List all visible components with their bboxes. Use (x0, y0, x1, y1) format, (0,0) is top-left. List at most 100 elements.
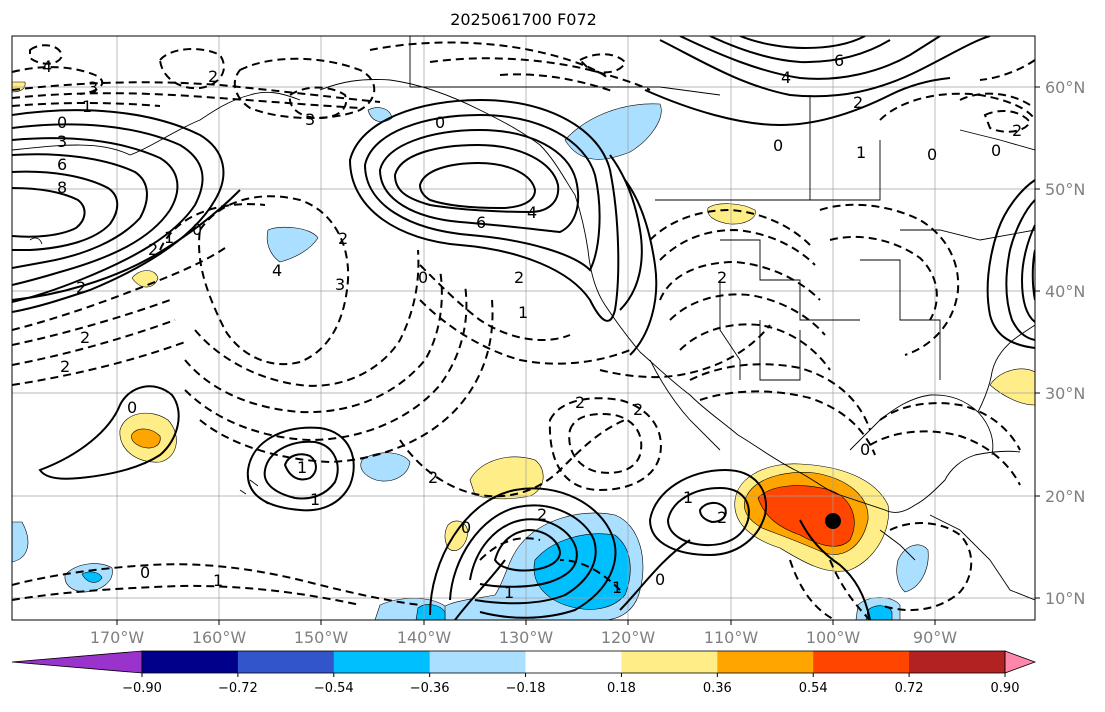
contour-label: 0 (435, 113, 445, 132)
colorbar-tick-label: 0.36 (703, 681, 732, 696)
negative-contours (12, 41, 1035, 620)
colorbar-extension-high (1004, 650, 1037, 674)
colorbar-extension-low (11, 650, 143, 674)
longitude-labels: 170°W 160°W 150°W 140°W 130°W 120°W 110°… (90, 620, 957, 647)
colorbar-segment (237, 651, 335, 673)
negative-region (564, 103, 662, 160)
positive-region (444, 520, 469, 551)
contour-label: 1 (164, 228, 174, 247)
contour-label: 1 (504, 583, 514, 602)
contour-label: 1 (612, 578, 622, 597)
lon-label: 170°W (90, 628, 145, 647)
contour-label: 0 (773, 136, 783, 155)
contour-label: 2 (1012, 121, 1022, 140)
colorbar-tick-label: −0.72 (218, 681, 258, 696)
positive-region (707, 203, 756, 225)
latitude-labels: 60°N 50°N 40°N 30°N 20°N 10°N (1035, 78, 1085, 608)
colorbar-segment (621, 651, 718, 673)
contour-label: 8 (57, 178, 67, 197)
positive-region-inner (131, 428, 161, 449)
lon-label: 150°W (294, 628, 349, 647)
colorbar-segment (429, 651, 527, 673)
lat-label: 60°N (1045, 78, 1085, 97)
contour-label: 0 (140, 563, 150, 582)
lat-label: 30°N (1045, 384, 1085, 403)
colorbar-outline (141, 650, 1006, 674)
colorbar-tick-label: 0.54 (799, 681, 828, 696)
lon-label: 140°W (397, 628, 452, 647)
contour-label: 2 (148, 240, 158, 259)
contour-label: 4 (42, 57, 52, 76)
contour-label: 6 (476, 213, 486, 232)
storm-center-marker (825, 513, 841, 529)
lat-label: 10°N (1045, 589, 1085, 608)
colorbar-tick-label: −0.54 (314, 681, 354, 696)
positive-region-core (757, 485, 855, 547)
lon-label: 100°W (806, 628, 861, 647)
contour-label: 2 (80, 328, 90, 347)
contour-label: 1 (856, 143, 866, 162)
contour-label: 3 (88, 78, 98, 97)
contour-label: 3 (57, 132, 67, 151)
contour-label: 2 (514, 268, 524, 287)
colorbar-segment (333, 651, 431, 673)
zero-contours (454, 519, 871, 620)
colorbar-segment (717, 651, 814, 673)
lat-label: 50°N (1045, 180, 1085, 199)
contour-label: 0 (418, 268, 428, 287)
contour-label: 2 (338, 229, 348, 248)
contour-label: 2 (428, 468, 438, 487)
colorbar-segment (909, 651, 1006, 673)
contour-label: 3 (305, 110, 315, 129)
negative-region-inner (81, 571, 103, 583)
plot-frame (11, 35, 1036, 621)
contour-labels: 4 3 1 0 3 6 8 2 2 0 3 6 4 2 1 2 1 0 2 3 … (42, 51, 1022, 602)
colorbar-tick-label: −0.36 (410, 681, 450, 696)
contour-label: 6 (57, 155, 67, 174)
lon-label: 90°W (913, 628, 957, 647)
contour-label: 1 (310, 490, 320, 509)
positive-region (989, 368, 1035, 406)
contour-label: 1 (297, 458, 307, 477)
colorbar-tick-label: 0.90 (991, 681, 1020, 696)
contour-label: 2 (60, 357, 70, 376)
negative-region (360, 452, 411, 482)
lon-label: 160°W (192, 628, 247, 647)
colorbar-tick-label: 0.18 (607, 681, 636, 696)
map-title: 2025061700 F072 (450, 10, 597, 29)
colorbar-tick-label: −0.18 (506, 681, 546, 696)
coastlines (12, 36, 1035, 601)
contour-label: 3 (335, 275, 345, 294)
colorbar-segment (813, 651, 910, 673)
contour-label: 0 (127, 398, 137, 417)
contour-label: 0 (927, 145, 937, 164)
contour-label: 6 (834, 51, 844, 70)
colorbar: −0.90 −0.72 −0.54 −0.36 −0.18 0.18 0.36 0.54 0.7… (11, 650, 1037, 696)
colorbar-segment (525, 651, 622, 673)
contour-label: 2 (575, 393, 585, 412)
contour-label: 4 (781, 68, 791, 87)
contour-label: 2 (76, 278, 86, 297)
negative-region (266, 226, 319, 263)
contour-label: 2 (717, 508, 727, 527)
contour-label: 0 (991, 141, 1001, 160)
negative-region-inner (533, 533, 631, 610)
contour-label: 2 (537, 505, 547, 524)
contour-label: 1 (518, 303, 528, 322)
contour-label: 0 (461, 518, 471, 537)
colorbar-tick-label: 0.72 (895, 681, 924, 696)
lon-label: 110°W (704, 628, 759, 647)
contour-label: 0 (192, 220, 202, 239)
contour-label: 1 (683, 488, 693, 507)
colorbar-segment (142, 651, 239, 673)
contour-label: 2 (208, 67, 218, 86)
lon-label: 130°W (499, 628, 554, 647)
lat-label: 40°N (1045, 282, 1085, 301)
contour-label: 2 (853, 93, 863, 112)
contour-label: 0 (57, 113, 67, 132)
contour-label: 1 (213, 571, 223, 590)
contour-label: 2 (633, 400, 643, 419)
contour-label: 2 (717, 268, 727, 287)
contour-label: 4 (272, 261, 282, 280)
